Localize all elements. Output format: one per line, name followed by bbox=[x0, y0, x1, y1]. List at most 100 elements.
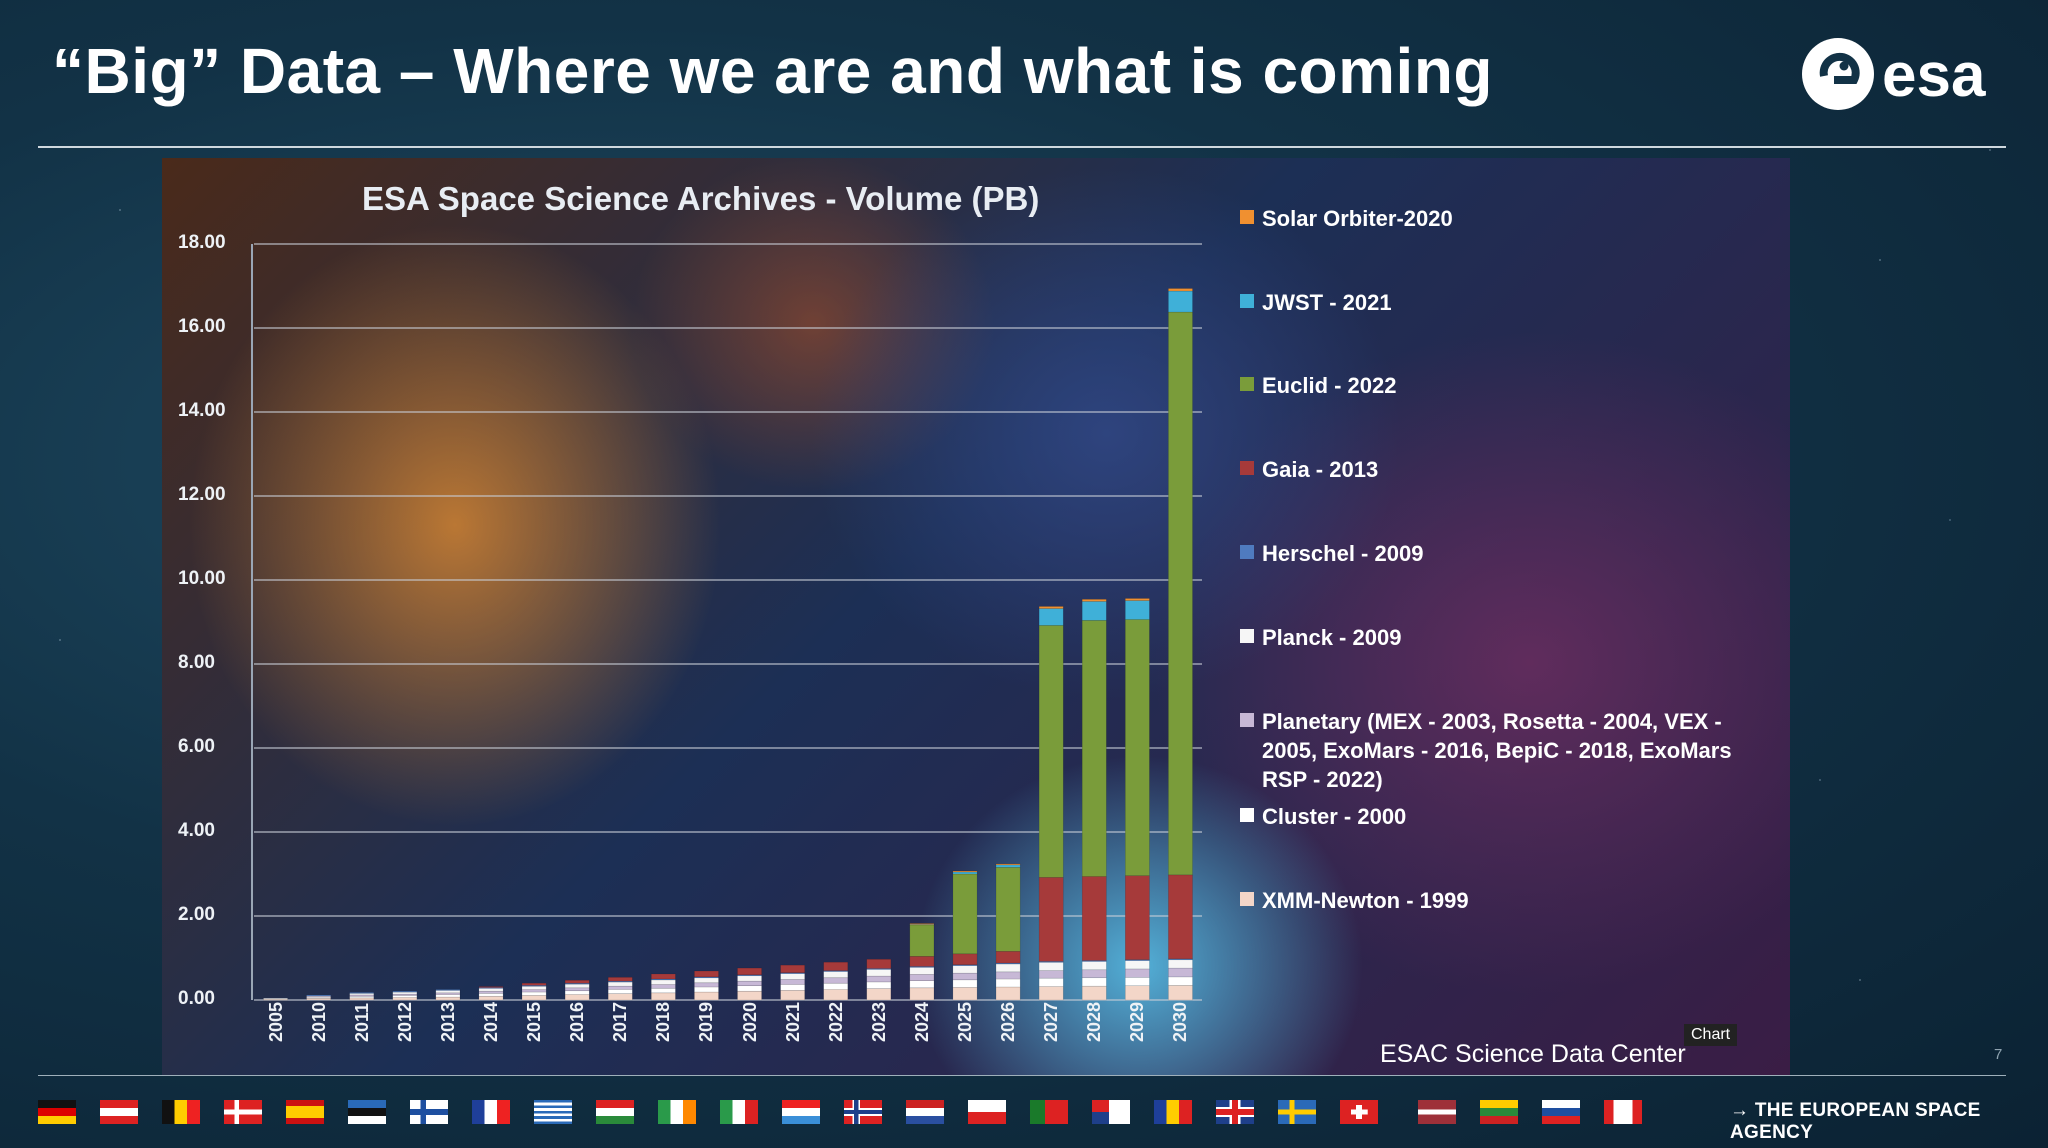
x-tick-label: 2017 bbox=[610, 1001, 631, 1042]
bar-segment bbox=[607, 993, 633, 1001]
legend-swatch bbox=[1240, 294, 1254, 308]
bar-chart bbox=[251, 243, 1202, 1001]
switzerland-flag-icon bbox=[1340, 1100, 1378, 1124]
y-tick-label: 8.00 bbox=[178, 652, 215, 673]
bar-segment bbox=[521, 995, 547, 1001]
bar-segment bbox=[1038, 970, 1064, 979]
bar-segment bbox=[1124, 985, 1150, 1001]
x-tick-label: 2013 bbox=[437, 1001, 458, 1042]
bar-segment bbox=[952, 972, 978, 981]
bar-segment bbox=[521, 989, 547, 993]
bar-segment bbox=[650, 984, 676, 989]
bar-segment bbox=[694, 991, 719, 1001]
bar-segment bbox=[737, 990, 762, 1001]
bar-segment bbox=[1168, 874, 1193, 960]
legend-label: Planck - 2009 bbox=[1262, 625, 1402, 650]
bar-segment bbox=[650, 973, 676, 980]
bar-segment bbox=[1168, 976, 1193, 986]
sweden-flag-icon bbox=[1278, 1100, 1316, 1124]
norway-flag-icon bbox=[844, 1100, 882, 1124]
bar-segment bbox=[694, 970, 719, 978]
bar-segment bbox=[306, 994, 332, 997]
bar-segment bbox=[1081, 977, 1107, 987]
x-tick-label: 2011 bbox=[351, 1002, 372, 1042]
bar-segment bbox=[392, 997, 418, 1001]
bar-segment bbox=[909, 987, 935, 1001]
bar-segment bbox=[1081, 620, 1107, 877]
bar-segment bbox=[952, 965, 978, 974]
italy-flag-icon bbox=[720, 1100, 758, 1124]
bar-segment bbox=[478, 992, 504, 997]
bar-segment bbox=[866, 981, 892, 989]
estonia-flag-icon bbox=[348, 1100, 386, 1124]
bar-segment bbox=[650, 992, 676, 1001]
ireland-flag-icon bbox=[658, 1100, 696, 1124]
belgium-flag-icon bbox=[162, 1100, 200, 1124]
bar-segment bbox=[564, 983, 590, 989]
bar-segment bbox=[650, 987, 676, 994]
spain-flag-icon bbox=[286, 1100, 324, 1124]
bar-segment bbox=[737, 975, 762, 982]
legend-item: Herschel - 2009 bbox=[1240, 539, 1760, 568]
bar-segment bbox=[1081, 969, 1107, 979]
bar-segment bbox=[1168, 967, 1193, 978]
hungary-flag-icon bbox=[596, 1100, 634, 1124]
bar-segment bbox=[909, 980, 935, 989]
bar-segment bbox=[349, 992, 375, 994]
chart-tag[interactable]: Chart bbox=[1684, 1024, 1738, 1046]
x-tick-label: 2015 bbox=[524, 1001, 545, 1042]
bar-segment bbox=[478, 990, 504, 994]
x-tick-label: 2005 bbox=[265, 1001, 286, 1042]
bar-segment bbox=[392, 990, 418, 993]
bar-segment bbox=[737, 967, 762, 976]
bar-segment bbox=[909, 974, 935, 981]
bar-segment bbox=[1038, 608, 1064, 626]
bar-segment bbox=[1124, 619, 1150, 876]
luxembourg-flag-icon bbox=[782, 1100, 820, 1124]
germany-flag-icon bbox=[38, 1100, 76, 1124]
bar-segment bbox=[823, 971, 849, 979]
finland-flag-icon bbox=[410, 1100, 448, 1124]
x-tick-label: 2012 bbox=[394, 1001, 415, 1042]
bar-segment bbox=[521, 991, 547, 996]
bar-segment bbox=[1124, 968, 1150, 978]
agency-tagline: → THE EUROPEAN SPACE AGENCY bbox=[1730, 1100, 1981, 1143]
legend-item: JWST - 2021 bbox=[1240, 288, 1760, 317]
bar-segment bbox=[866, 958, 892, 969]
bar-segment bbox=[995, 863, 1021, 866]
y-tick-label: 12.00 bbox=[178, 484, 226, 505]
y-tick-label: 4.00 bbox=[178, 820, 215, 841]
bar-segment bbox=[1081, 985, 1107, 1001]
x-tick-label: 2025 bbox=[955, 1001, 975, 1042]
netherlands-flag-icon bbox=[906, 1100, 944, 1124]
bar-segment bbox=[780, 990, 806, 1001]
bar-segment bbox=[564, 994, 590, 1001]
bar-segment bbox=[995, 963, 1021, 973]
bar-segment bbox=[1168, 288, 1193, 292]
bar-segment bbox=[694, 977, 719, 984]
bar-segment bbox=[1168, 959, 1193, 969]
portugal-flag-icon bbox=[1030, 1100, 1068, 1124]
x-tick-label: 2018 bbox=[653, 1001, 674, 1042]
bar-segment bbox=[1081, 601, 1107, 621]
legend-label: Gaia - 2013 bbox=[1262, 457, 1379, 482]
legend-swatch bbox=[1240, 808, 1254, 822]
bar-segment bbox=[995, 971, 1021, 980]
legend-item: Solar Orbiter-2020 bbox=[1240, 204, 1760, 233]
bar-segment bbox=[650, 979, 676, 985]
bar-segment bbox=[478, 995, 504, 1001]
legend-item: Planck - 2009 bbox=[1240, 623, 1760, 652]
bar-segment bbox=[607, 985, 633, 990]
bar-segment bbox=[263, 998, 288, 1000]
bar-segment bbox=[866, 975, 892, 983]
x-tick-label: 2016 bbox=[567, 1001, 588, 1042]
romania-flag-icon bbox=[1154, 1100, 1192, 1124]
legend-item: Euclid - 2022 bbox=[1240, 371, 1760, 400]
bar-segment bbox=[1038, 977, 1064, 987]
bar-segment bbox=[1168, 290, 1193, 313]
bar-segment bbox=[564, 990, 590, 995]
bar-segment bbox=[1168, 984, 1193, 1001]
poland-flag-icon bbox=[968, 1100, 1006, 1124]
canada-flag-icon bbox=[1604, 1100, 1642, 1124]
bar-segment bbox=[1038, 877, 1064, 962]
